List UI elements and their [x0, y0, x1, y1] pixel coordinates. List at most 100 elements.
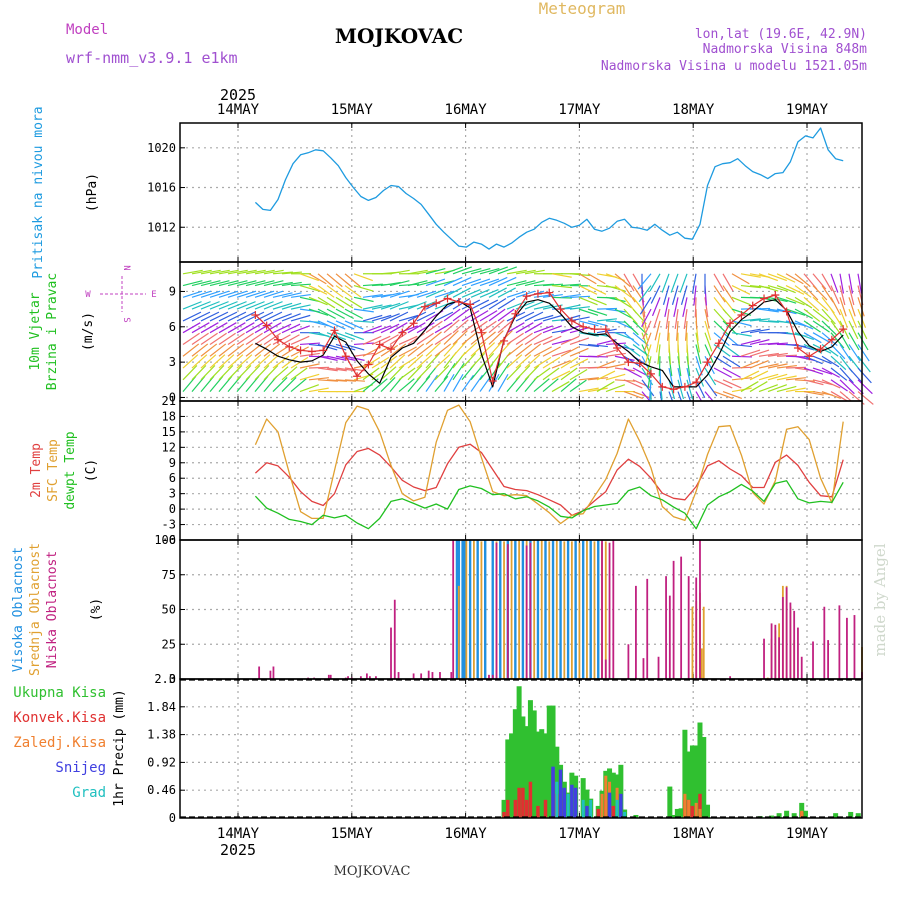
wind-arrow: [632, 273, 644, 292]
gust-markers: [251, 288, 848, 394]
wind-arrow: [290, 367, 308, 381]
wind-arrow: [515, 343, 533, 357]
wind-arrow: [776, 385, 797, 393]
wind-arrow: [200, 301, 220, 310]
wind-arrow: [335, 332, 355, 341]
wind-arrow: [353, 296, 374, 303]
wind-arrow: [623, 367, 642, 378]
wind-arrow: [713, 308, 728, 325]
wind-arrow: [398, 314, 419, 322]
wind-arrow: [776, 364, 797, 369]
wind-arrow: [785, 273, 804, 285]
wind-arrow: [524, 332, 542, 345]
wind-arrow: [380, 281, 401, 287]
wind-arrow: [812, 332, 831, 344]
wind-arrow: [227, 364, 243, 381]
wind-arrow: [560, 346, 579, 357]
wind-arrow: [749, 328, 770, 334]
wind-arrow: [272, 271, 293, 275]
wind-arrow: [731, 332, 752, 337]
wind-arrow: [425, 288, 445, 298]
precip-bar: [784, 810, 790, 818]
wind-arrow: [371, 314, 392, 322]
wind-arrow: [650, 285, 661, 304]
precip-bar: [528, 781, 533, 818]
wind-arrow: [641, 308, 647, 329]
wind-arrow: [479, 352, 495, 369]
wind-arrow: [794, 296, 813, 309]
wind-arrow: [506, 290, 527, 298]
wind-arrow: [713, 320, 729, 336]
gust-marker: [409, 319, 418, 328]
wind-arrow: [371, 335, 391, 346]
wind-arrow: [488, 298, 507, 310]
wind-arrow: [649, 273, 661, 292]
day-label-bottom: 17MAY: [558, 826, 601, 842]
day-label-bottom: 18MAY: [672, 826, 715, 842]
gust-marker: [420, 302, 429, 311]
wind-arrow: [362, 304, 383, 310]
wind-arrow: [605, 308, 626, 313]
wind-arrow: [371, 356, 390, 369]
gust-marker: [805, 352, 814, 361]
day-label-bottom: 16MAY: [445, 826, 488, 842]
wind-arrow: [434, 280, 455, 287]
wind-arrow: [227, 280, 248, 287]
wind-arrow: [389, 354, 406, 369]
wind-arrow: [443, 362, 456, 381]
credit-label: made by Angel: [871, 543, 889, 656]
wind-arrow: [443, 373, 455, 392]
gust-marker: [296, 346, 305, 355]
wind-arrow: [749, 370, 769, 381]
wind-arrow: [344, 273, 361, 288]
wind-arrow: [560, 378, 577, 393]
precip-bar: [502, 811, 506, 818]
wind-arrow: [642, 320, 652, 340]
wind-arrow: [821, 367, 840, 378]
wind-arrow: [407, 311, 427, 322]
wind-arrow: [641, 308, 652, 328]
wind-arrow: [758, 273, 778, 282]
wind-arrow: [308, 387, 329, 393]
wind-arrow: [488, 308, 506, 322]
wind-arrow: [443, 340, 458, 357]
wind-arrow: [839, 308, 849, 328]
wind-arrow: [623, 273, 635, 292]
precip-bar: [687, 799, 691, 818]
wind-arrow: [488, 287, 507, 298]
wind-arrow: [731, 285, 751, 295]
wind-arrow: [731, 355, 753, 358]
wind-arrow: [227, 332, 245, 345]
wind-arrow: [655, 332, 661, 353]
precip-bar: [581, 799, 585, 818]
y-tick-label: -3: [162, 518, 176, 532]
gust-marker: [522, 292, 531, 301]
wind-arrow: [857, 355, 871, 373]
wind-arrow: [182, 322, 201, 334]
wind-arrow: [344, 367, 365, 372]
wind-arrow: [578, 296, 598, 306]
wind-arrow: [653, 308, 661, 329]
wind-arrow: [434, 343, 452, 357]
wind-arrow: [776, 284, 796, 294]
wind-arrow: [263, 280, 284, 287]
wind-arrow: [515, 269, 536, 275]
wind-arrow: [693, 285, 697, 306]
wind-arrow: [218, 364, 234, 381]
wind-arrow: [524, 364, 540, 381]
gust-marker: [364, 360, 373, 369]
precip-bar: [689, 745, 695, 818]
wind-arrow: [695, 344, 702, 365]
wind-arrow: [515, 332, 533, 345]
wind-arrow: [461, 310, 480, 322]
wind-arrow: [857, 379, 873, 395]
precip-bar: [551, 766, 555, 818]
wind-arrow: [263, 301, 283, 310]
wind-arrow: [209, 269, 230, 275]
wind-arrow: [479, 310, 498, 322]
wind-arrow: [686, 379, 694, 400]
y-tick-label: -6: [162, 533, 176, 547]
wind-arrow: [263, 332, 281, 345]
y-tick-label: 100: [154, 533, 176, 547]
wind-arrow: [812, 273, 827, 290]
